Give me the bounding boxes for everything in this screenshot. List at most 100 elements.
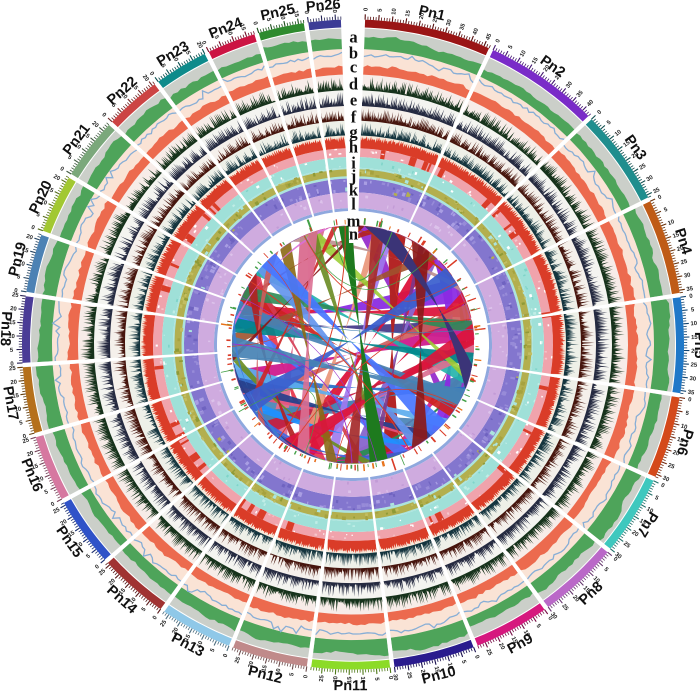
svg-text:15: 15: [81, 131, 90, 140]
svg-text:10: 10: [275, 667, 282, 675]
svg-text:5: 5: [210, 647, 217, 653]
svg-text:25: 25: [98, 568, 107, 577]
svg-text:0: 0: [688, 397, 693, 404]
svg-text:0: 0: [152, 614, 159, 621]
svg-text:15: 15: [510, 636, 519, 645]
svg-text:0: 0: [387, 676, 393, 681]
svg-text:Pn5: Pn5: [691, 332, 700, 359]
svg-text:10: 10: [391, 7, 398, 15]
svg-text:0: 0: [200, 40, 207, 46]
svg-text:20: 20: [25, 234, 34, 242]
svg-text:0: 0: [94, 563, 101, 570]
svg-text:5: 5: [213, 35, 220, 41]
svg-text:0: 0: [10, 361, 14, 367]
svg-text:10: 10: [278, 13, 285, 21]
svg-text:45: 45: [485, 32, 493, 41]
svg-text:20: 20: [672, 450, 681, 458]
svg-text:35: 35: [652, 187, 661, 196]
svg-text:15: 15: [130, 83, 139, 92]
svg-text:Pn11: Pn11: [334, 678, 368, 694]
svg-text:0: 0: [660, 483, 666, 490]
svg-text:10: 10: [39, 199, 48, 208]
svg-text:30: 30: [549, 612, 558, 621]
svg-text:20: 20: [108, 578, 117, 587]
svg-text:25: 25: [432, 15, 440, 24]
svg-text:25: 25: [560, 603, 569, 612]
svg-text:5: 5: [66, 155, 73, 162]
svg-text:30: 30: [565, 80, 574, 89]
svg-text:5: 5: [85, 553, 92, 560]
svg-text:25: 25: [554, 72, 563, 81]
svg-text:10: 10: [14, 406, 22, 413]
svg-text:10: 10: [359, 676, 365, 683]
svg-text:20: 20: [248, 660, 256, 669]
svg-text:h: h: [349, 138, 358, 157]
svg-text:20: 20: [333, 675, 339, 683]
svg-text:Pn6: Pn6: [673, 427, 696, 457]
svg-text:20: 20: [497, 642, 506, 651]
svg-text:25: 25: [690, 362, 698, 368]
svg-text:5: 5: [654, 495, 660, 502]
svg-text:10: 10: [614, 129, 623, 138]
svg-text:0: 0: [612, 556, 619, 563]
svg-text:15: 15: [691, 335, 698, 341]
svg-text:25: 25: [680, 259, 689, 267]
svg-text:20: 20: [195, 41, 204, 50]
svg-text:10: 10: [73, 142, 82, 151]
svg-text:30: 30: [661, 475, 670, 483]
svg-text:Pn1: Pn1: [417, 3, 447, 25]
svg-text:5: 5: [44, 489, 50, 496]
svg-text:20: 20: [10, 306, 18, 313]
svg-text:0: 0: [364, 7, 370, 11]
svg-text:20: 20: [171, 626, 180, 635]
svg-text:Pn26: Pn26: [305, 0, 341, 15]
svg-text:10: 10: [690, 321, 698, 327]
svg-text:20: 20: [630, 530, 639, 539]
svg-text:0: 0: [30, 225, 36, 232]
svg-text:0: 0: [251, 21, 258, 27]
svg-text:a: a: [349, 28, 357, 47]
svg-text:5: 5: [317, 9, 323, 14]
svg-text:10: 10: [331, 6, 337, 14]
svg-text:20: 20: [691, 349, 698, 355]
svg-text:10: 10: [519, 49, 528, 58]
svg-text:n: n: [349, 225, 358, 244]
svg-text:Pn18: Pn18: [0, 311, 14, 346]
svg-text:30: 30: [613, 552, 622, 561]
svg-text:15: 15: [292, 10, 299, 18]
svg-text:15: 15: [623, 140, 632, 149]
svg-text:5: 5: [373, 677, 379, 681]
svg-text:0: 0: [495, 38, 502, 44]
svg-text:Pn17: Pn17: [0, 385, 21, 422]
svg-text:e: e: [350, 91, 357, 110]
svg-text:25: 25: [160, 619, 169, 628]
svg-text:15: 15: [347, 676, 353, 683]
svg-text:40: 40: [472, 27, 480, 36]
svg-text:25: 25: [52, 507, 61, 516]
svg-text:c: c: [350, 58, 357, 77]
svg-text:25: 25: [319, 674, 326, 682]
svg-text:30: 30: [646, 174, 655, 183]
svg-text:20: 20: [26, 450, 35, 458]
svg-text:5: 5: [535, 623, 542, 630]
svg-text:5: 5: [289, 672, 296, 677]
svg-text:10: 10: [196, 640, 205, 649]
svg-text:30: 30: [689, 376, 697, 383]
svg-text:35: 35: [576, 89, 585, 98]
svg-text:10: 10: [119, 92, 128, 101]
svg-text:35: 35: [459, 22, 467, 31]
svg-text:35: 35: [687, 390, 695, 397]
svg-text:5: 5: [141, 606, 148, 613]
svg-text:10: 10: [645, 506, 654, 515]
svg-text:15: 15: [638, 518, 647, 527]
svg-text:10: 10: [667, 219, 676, 227]
svg-text:20: 20: [10, 379, 18, 386]
svg-text:0: 0: [148, 71, 155, 78]
svg-text:15: 15: [531, 56, 540, 65]
svg-text:0: 0: [597, 109, 604, 116]
svg-text:j: j: [350, 167, 357, 186]
svg-text:15: 15: [31, 463, 40, 471]
svg-text:5: 5: [265, 17, 272, 22]
svg-text:i: i: [351, 154, 356, 173]
svg-text:g: g: [349, 123, 358, 142]
